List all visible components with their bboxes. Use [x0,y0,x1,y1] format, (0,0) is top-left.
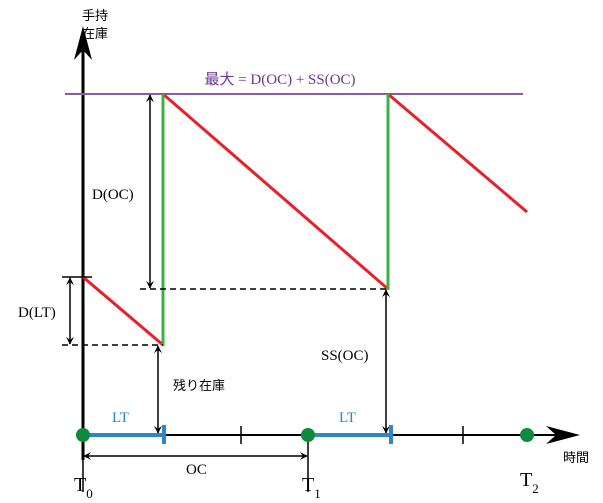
order-point-t1 [301,428,315,442]
order-cycle-label: OC [186,462,207,478]
order-point-t2 [520,428,534,442]
depletion-line-1 [82,275,164,347]
time-label-t0: T0 [74,474,93,501]
time-label-t2: T2 [520,469,539,496]
time-label-t1: T1 [302,474,321,501]
max-label: 最大 = D(OC) + SS(OC) [204,71,355,88]
lead-time-label-1: LT [112,410,129,426]
d-lt-label: D(LT) [18,305,56,321]
y-axis-arrowhead [74,26,92,60]
depletion-line-3 [387,92,528,214]
lead-time-label-2: LT [339,410,356,426]
d-oc-label: D(OC) [92,187,134,203]
depletion-line-2 [162,92,389,291]
x-axis-arrowhead [546,426,580,444]
y-axis-label-2: 在庫 [82,27,108,42]
remaining-stock-label: 残り在庫 [173,379,225,394]
order-point-t0 [76,428,90,442]
x-axis-label: 時間 [563,451,589,466]
y-axis-label-1: 手持 [82,9,108,24]
ss-oc-label: SS(OC) [321,348,369,364]
